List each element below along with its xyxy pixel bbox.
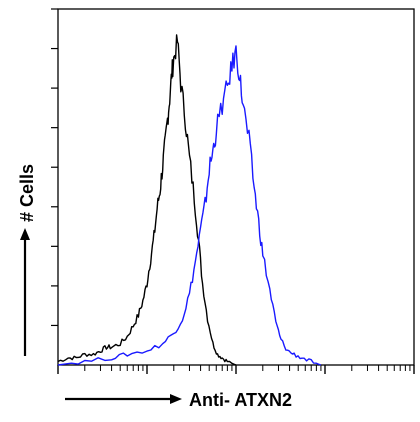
y-axis-ticks — [51, 8, 58, 327]
y-axis-label: # Cells — [17, 164, 37, 222]
y-axis-arrow-head — [20, 228, 30, 240]
x-axis-ticks — [57, 365, 415, 374]
x-axis-label: Anti- ATXN2 — [189, 390, 292, 410]
histogram-lines — [57, 34, 322, 366]
plot-frame — [57, 8, 415, 366]
histogram-series-1 — [57, 34, 237, 366]
x-axis-arrow-head — [170, 394, 182, 404]
histogram-series-2 — [57, 45, 322, 366]
